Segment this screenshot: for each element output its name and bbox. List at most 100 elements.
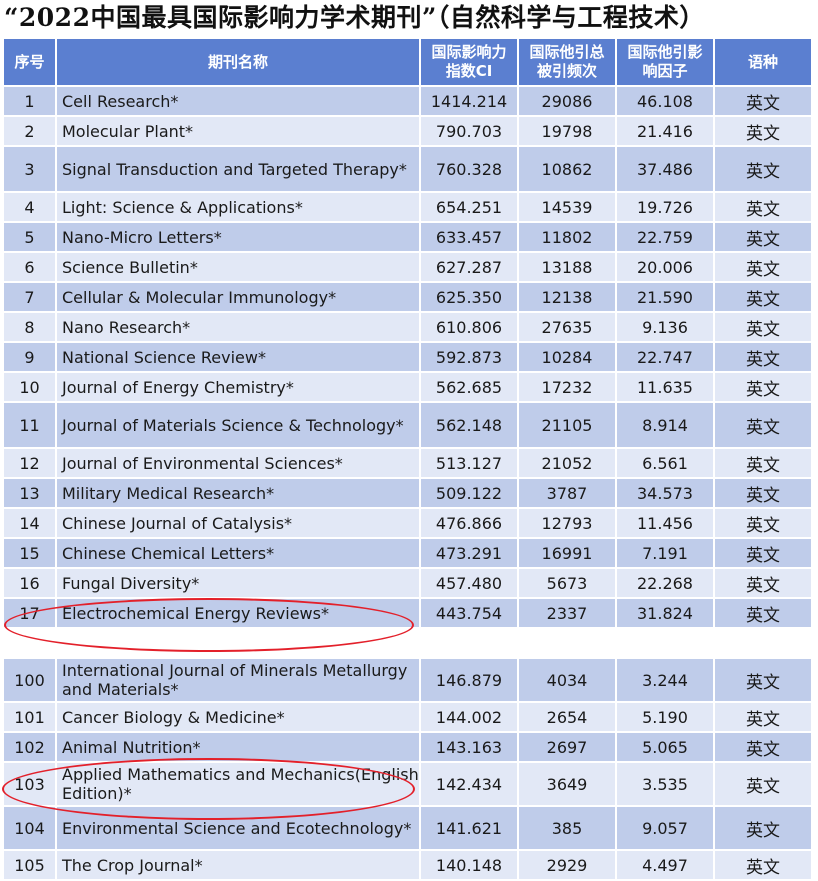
ci-value: 143.163 (419, 731, 519, 763)
impact-factor-value: 8.914 (615, 401, 715, 449)
impact-factor-value: 9.136 (615, 311, 715, 343)
row-number: 6 (2, 251, 57, 283)
table-row: 13 Military Medical Research* 509.122 3787 3… (2, 477, 813, 509)
journal-name: Light: Science & Applications* (55, 191, 421, 223)
row-number: 1 (2, 85, 57, 117)
page-title: “2022中国最具国际影响力学术期刊”（自然科学与工程技术） (4, 3, 705, 32)
journal-name: Nano Research* (55, 311, 421, 343)
ci-value: 610.806 (419, 311, 519, 343)
table-row: 16 Fungal Diversity* 457.480 5673 22.268 英文 (2, 567, 813, 599)
header-impact: 国际他引影响因子 (615, 37, 715, 87)
impact-factor-value: 22.747 (615, 341, 715, 373)
table-row: 8 Nano Research* 610.806 27635 9.136 英文 (2, 311, 813, 343)
row-number: 16 (2, 567, 57, 599)
header-language: 语种 (713, 37, 813, 87)
impact-factor-value: 3.535 (615, 761, 715, 807)
row-number: 13 (2, 477, 57, 509)
table-row: 11 Journal of Materials Science & Technol… (2, 401, 813, 449)
language-value: 英文 (713, 597, 813, 629)
row-number: 9 (2, 341, 57, 373)
ci-value: 144.002 (419, 701, 519, 733)
highlight-ellipse-row-103 (2, 758, 415, 820)
row-number: 3 (2, 145, 57, 193)
table-row: 9 National Science Review* 592.873 10284 22.… (2, 341, 813, 373)
journal-name: Nano-Micro Letters* (55, 221, 421, 253)
table-row: 2 Molecular Plant* 790.703 19798 21.416 英文 (2, 115, 813, 147)
journal-name: Signal Transduction and Targeted Therapy… (55, 145, 421, 193)
language-value: 英文 (713, 657, 813, 703)
ci-value: 1414.214 (419, 85, 519, 117)
journal-name: International Journal of Minerals Metall… (55, 657, 421, 703)
header-name: 期刊名称 (55, 37, 421, 87)
citations-value: 10862 (517, 145, 617, 193)
row-number: 5 (2, 221, 57, 253)
citations-value: 2337 (517, 597, 617, 629)
row-number: 10 (2, 371, 57, 403)
ci-value: 592.873 (419, 341, 519, 373)
ci-value: 473.291 (419, 537, 519, 569)
table-row: 5 Nano-Micro Letters* 633.457 11802 22.759 英文 (2, 221, 813, 253)
journal-name: Cell Research* (55, 85, 421, 117)
table-row: 10 Journal of Energy Chemistry* 562.685 172… (2, 371, 813, 403)
language-value: 英文 (713, 731, 813, 763)
citations-value: 385 (517, 805, 617, 851)
journal-name: Cancer Biology & Medicine* (55, 701, 421, 733)
row-number: 14 (2, 507, 57, 539)
table-row: 105 The Crop Journal* 140.148 2929 4.497 英文 (2, 849, 813, 881)
journal-table-top: 序号 期刊名称 国际影响力指数CI 国际他引总被引频次 国际他引影响因子 语种 … (2, 37, 813, 629)
row-number: 7 (2, 281, 57, 313)
table-row: 102 Animal Nutrition* 143.163 2697 5.065 英文 (2, 731, 813, 763)
citations-value: 19798 (517, 115, 617, 147)
citations-value: 21052 (517, 447, 617, 479)
language-value: 英文 (713, 849, 813, 881)
language-value: 英文 (713, 477, 813, 509)
journal-name: Cellular & Molecular Immunology* (55, 281, 421, 313)
ci-value: 633.457 (419, 221, 519, 253)
journal-name: Chinese Journal of Catalysis* (55, 507, 421, 539)
row-number: 12 (2, 447, 57, 479)
impact-factor-value: 11.456 (615, 507, 715, 539)
impact-factor-value: 21.590 (615, 281, 715, 313)
table-row: 3 Signal Transduction and Targeted Therap… (2, 145, 813, 193)
citations-value: 21105 (517, 401, 617, 449)
table-row: 104 Environmental Science and Ecotechnolo… (2, 805, 813, 851)
ci-value: 562.685 (419, 371, 519, 403)
language-value: 英文 (713, 311, 813, 343)
journal-name: The Crop Journal* (55, 849, 421, 881)
impact-factor-value: 19.726 (615, 191, 715, 223)
table-row: 100 International Journal of Minerals Met… (2, 657, 813, 703)
citations-value: 5673 (517, 567, 617, 599)
impact-factor-value: 21.416 (615, 115, 715, 147)
journal-table-bottom: 100 International Journal of Minerals Met… (2, 657, 813, 881)
ci-value: 457.480 (419, 567, 519, 599)
citations-value: 3787 (517, 477, 617, 509)
table-row: 6 Science Bulletin* 627.287 13188 20.006 英文 (2, 251, 813, 283)
row-number: 11 (2, 401, 57, 449)
journal-name: National Science Review* (55, 341, 421, 373)
impact-factor-value: 46.108 (615, 85, 715, 117)
row-number: 2 (2, 115, 57, 147)
ci-value: 760.328 (419, 145, 519, 193)
journal-name: Science Bulletin* (55, 251, 421, 283)
citations-value: 3649 (517, 761, 617, 807)
ci-value: 509.122 (419, 477, 519, 509)
header-citations: 国际他引总被引频次 (517, 37, 617, 87)
ci-value: 654.251 (419, 191, 519, 223)
impact-factor-value: 7.191 (615, 537, 715, 569)
row-number: 104 (2, 805, 57, 851)
journal-name: Journal of Materials Science & Technolog… (55, 401, 421, 449)
language-value: 英文 (713, 371, 813, 403)
impact-factor-value: 4.497 (615, 849, 715, 881)
language-value: 英文 (713, 191, 813, 223)
ci-value: 625.350 (419, 281, 519, 313)
table-header-row: 序号 期刊名称 国际影响力指数CI 国际他引总被引频次 国际他引影响因子 语种 (2, 37, 813, 87)
impact-factor-value: 5.065 (615, 731, 715, 763)
impact-factor-value: 3.244 (615, 657, 715, 703)
header-ci: 国际影响力指数CI (419, 37, 519, 87)
citations-value: 16991 (517, 537, 617, 569)
ci-value: 443.754 (419, 597, 519, 629)
ci-value: 476.866 (419, 507, 519, 539)
table-row: 15 Chinese Chemical Letters* 473.291 16991 7… (2, 537, 813, 569)
journal-name: Animal Nutrition* (55, 731, 421, 763)
citations-value: 4034 (517, 657, 617, 703)
